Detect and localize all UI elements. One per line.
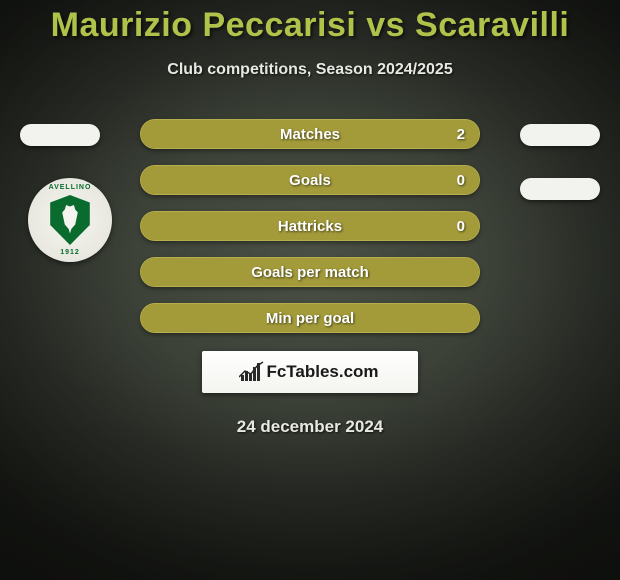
badge-ring-bottom: 1912 <box>60 249 80 256</box>
badge-shield <box>48 195 92 245</box>
content-root: Maurizio Peccarisi vs Scaravilli Club co… <box>0 0 620 580</box>
player1-country-pill <box>20 124 100 146</box>
chart-line-icon <box>239 361 265 381</box>
badge-outer-ring: AVELLINO 1912 <box>28 178 112 262</box>
stat-label: Goals <box>289 172 331 189</box>
stat-value: 0 <box>457 218 465 235</box>
stat-row: Hattricks 0 <box>140 211 480 241</box>
chart-icon <box>241 363 260 381</box>
stat-label: Matches <box>280 126 340 143</box>
stat-value: 0 <box>457 172 465 189</box>
stat-row: Matches 2 <box>140 119 480 149</box>
stat-row: Goals per match <box>140 257 480 287</box>
date-text: 24 december 2024 <box>0 417 620 437</box>
stat-label: Goals per match <box>251 264 369 281</box>
stat-label: Min per goal <box>266 310 354 327</box>
subtitle: Club competitions, Season 2024/2025 <box>0 61 620 79</box>
player2-country-pill-2 <box>520 178 600 200</box>
stat-row: Goals 0 <box>140 165 480 195</box>
watermark[interactable]: FcTables.com <box>202 351 418 393</box>
stat-label: Hattricks <box>278 218 342 235</box>
player2-country-pill-1 <box>520 124 600 146</box>
badge-wolf-icon <box>57 205 83 235</box>
stat-value: 2 <box>457 126 465 143</box>
page-title: Maurizio Peccarisi vs Scaravilli <box>0 0 620 45</box>
stat-row: Min per goal <box>140 303 480 333</box>
badge-ring-top: AVELLINO <box>49 184 92 191</box>
watermark-text: FcTables.com <box>266 362 378 382</box>
player1-club-badge: AVELLINO 1912 <box>28 178 112 262</box>
